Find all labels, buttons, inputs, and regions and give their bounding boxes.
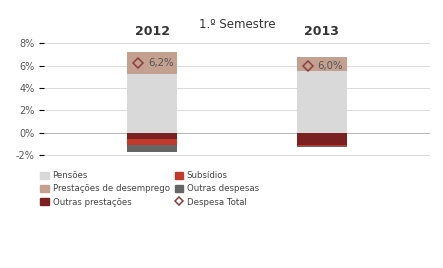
Text: 6,2%: 6,2%: [148, 58, 173, 69]
Bar: [297, 57, 347, 71]
Text: 2013: 2013: [304, 25, 339, 38]
Bar: [297, 146, 347, 147]
Bar: [127, 73, 177, 133]
Text: 2012: 2012: [135, 25, 170, 38]
Bar: [127, 133, 177, 139]
Bar: [297, 145, 347, 146]
Title: 1.º Semestre: 1.º Semestre: [199, 18, 275, 31]
Bar: [127, 145, 177, 152]
Bar: [127, 139, 177, 145]
Legend: Pensões, Prestações de desemprego, Outras prestações, Subsídios, Outras despesas: Pensões, Prestações de desemprego, Outra…: [40, 171, 259, 207]
Bar: [297, 133, 347, 145]
Bar: [297, 71, 347, 133]
Text: 6,0%: 6,0%: [317, 61, 343, 71]
Bar: [127, 52, 177, 73]
